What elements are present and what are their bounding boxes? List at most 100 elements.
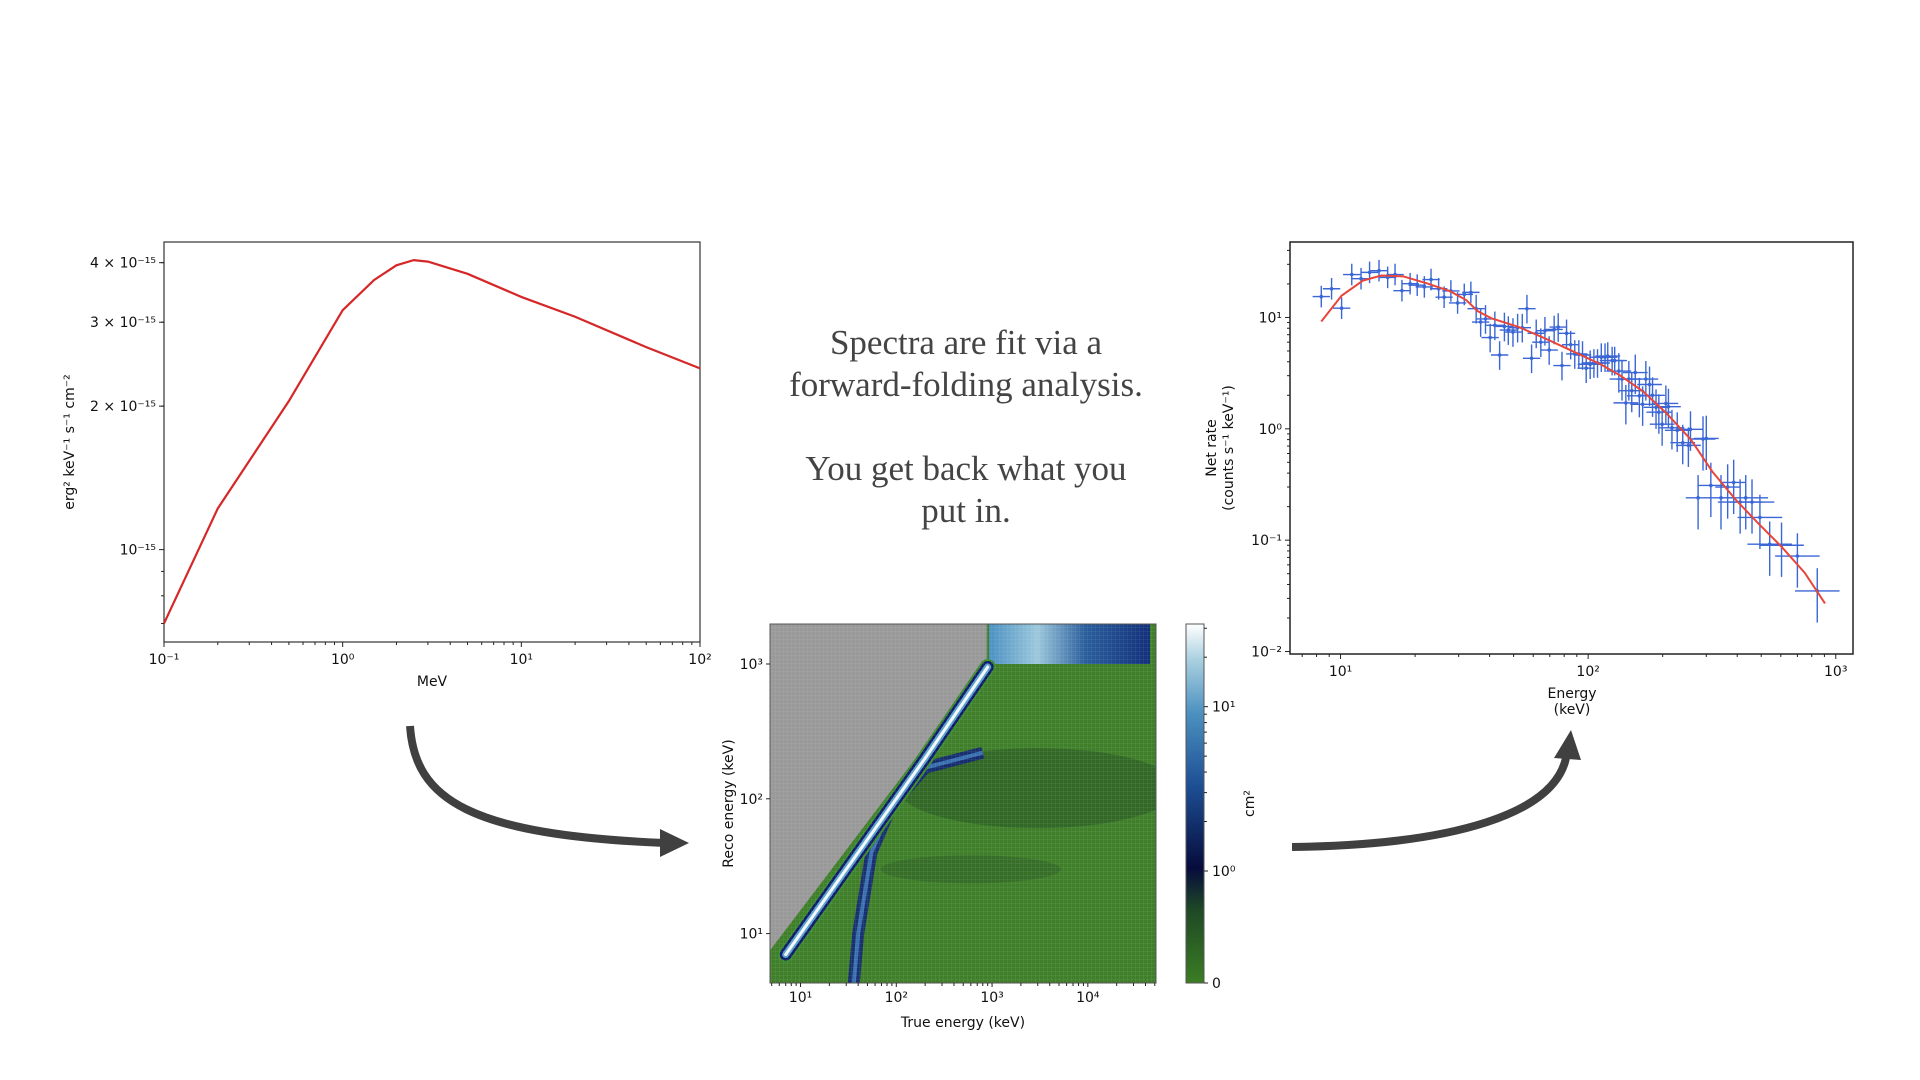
data-marker xyxy=(1552,327,1556,332)
data-marker xyxy=(1750,500,1754,504)
y-tick-label: 3 × 10⁻¹⁵ xyxy=(90,315,156,331)
data-point xyxy=(1646,394,1672,434)
data-point xyxy=(1595,342,1621,371)
y-axis-label-line2: (counts s⁻¹ keV⁻¹) xyxy=(1221,385,1237,511)
data-marker xyxy=(1680,440,1685,445)
data-point xyxy=(1640,377,1665,417)
data-point xyxy=(1401,272,1419,295)
data-marker xyxy=(1483,317,1488,321)
data-marker xyxy=(1743,496,1748,500)
data-marker xyxy=(1719,496,1723,500)
caption-line: Spectra are fit via a xyxy=(829,323,1103,362)
y-tick-label: 10⁰ xyxy=(1259,422,1283,438)
y-tick-label: 10⁻¹⁵ xyxy=(120,543,156,559)
data-marker xyxy=(1415,283,1420,287)
data-point xyxy=(1698,462,1724,518)
data-marker xyxy=(1349,272,1354,277)
arrow-spectrum-to-matrix xyxy=(406,725,689,857)
y-tick-label: 10⁻¹ xyxy=(1251,533,1282,549)
data-marker xyxy=(1758,515,1762,520)
data-marker xyxy=(1664,401,1668,406)
colorbar-gradient xyxy=(1185,623,1205,984)
data-point xyxy=(1737,494,1783,550)
data-marker xyxy=(1462,292,1467,297)
x-tick-label: 10⁴ xyxy=(1076,990,1100,1006)
data-marker xyxy=(1525,306,1529,311)
data-marker xyxy=(1660,422,1664,427)
data-marker xyxy=(1688,427,1693,432)
data-marker xyxy=(1731,480,1736,485)
x-axis-label: True energy (keV) xyxy=(900,1015,1025,1031)
data-marker xyxy=(1469,290,1473,295)
y-axis-label-line1: Net rate xyxy=(1204,419,1220,476)
x-tick-label: 10¹ xyxy=(789,990,812,1006)
arrow-head-icon xyxy=(660,829,689,857)
data-marker xyxy=(1564,331,1569,336)
y-axis-label: Reco energy (keV) xyxy=(721,739,737,867)
data-marker xyxy=(1670,426,1674,430)
data-point xyxy=(1613,384,1639,425)
data-point xyxy=(1562,330,1580,360)
caption-line: forward-folding analysis. xyxy=(789,365,1143,404)
data-marker xyxy=(1497,353,1502,357)
y-tick-label: 10⁻² xyxy=(1251,645,1282,661)
data-point xyxy=(1312,285,1330,308)
model-spectrum-line xyxy=(163,258,701,624)
x-tick-label: 10¹ xyxy=(510,652,533,668)
x-tick-label: 10⁻¹ xyxy=(149,652,180,668)
data-marker xyxy=(1657,410,1661,414)
data-marker xyxy=(1478,320,1483,324)
data-point xyxy=(1536,316,1554,346)
data-point xyxy=(1495,312,1514,342)
data-marker xyxy=(1629,388,1634,393)
data-marker xyxy=(1339,306,1344,311)
data-point xyxy=(1649,406,1675,446)
data-point xyxy=(1685,475,1711,530)
data-point xyxy=(1408,274,1426,296)
arrow-shaft xyxy=(406,725,666,847)
plot-area xyxy=(1289,241,1854,655)
data-marker xyxy=(1359,276,1363,281)
arrow-matrix-to-counts xyxy=(1291,730,1581,851)
count-spectrum-chart: 10¹ 10² 10³ 10⁻² 10⁻¹ 10⁰ 10¹ Energy(keV) Net ra… xyxy=(1204,241,1854,718)
data-marker xyxy=(1584,366,1588,371)
data-marker xyxy=(1539,340,1543,344)
data-point xyxy=(1462,281,1480,304)
data-point xyxy=(1553,351,1571,381)
data-marker xyxy=(1377,268,1381,273)
heatmap-cells xyxy=(770,624,1156,983)
data-point xyxy=(1322,277,1341,300)
data-marker xyxy=(1367,270,1372,275)
data-point xyxy=(1532,328,1550,357)
data-marker xyxy=(1709,483,1713,488)
colorbar-tick-label: 0 xyxy=(1212,976,1221,992)
x-tick-label: 10² xyxy=(1576,664,1599,680)
data-marker xyxy=(1617,369,1621,373)
x-tick-label: 10³ xyxy=(980,990,1003,1006)
y-tick-label: 4 × 10⁻¹⁵ xyxy=(90,256,156,272)
data-point xyxy=(1630,386,1656,426)
data-point xyxy=(1557,319,1576,349)
data-point xyxy=(1622,354,1648,395)
colorbar-label: cm² xyxy=(1242,790,1258,817)
data-marker xyxy=(1605,354,1610,358)
colorbar-tick-label: 10⁰ xyxy=(1212,864,1236,880)
data-marker xyxy=(1640,402,1645,407)
x-axis-label-line1: Energy xyxy=(1547,686,1596,702)
data-marker xyxy=(1329,286,1334,291)
y-tick-label: 10³ xyxy=(740,657,763,673)
data-marker xyxy=(1529,356,1534,361)
x-tick-label: 10¹ xyxy=(1329,664,1352,680)
data-marker xyxy=(1488,335,1492,340)
data-point xyxy=(1545,315,1563,345)
data-marker xyxy=(1556,325,1561,329)
x-tick-label: 10³ xyxy=(1824,664,1847,680)
colorbar: 0 10⁰ 10¹ cm² xyxy=(1185,623,1258,992)
data-marker xyxy=(1644,377,1648,381)
x-tick-label: 10² xyxy=(885,990,908,1006)
caption-block: Spectra are fit via a forward-folding an… xyxy=(716,322,1216,532)
caption-line: You get back what you xyxy=(805,449,1127,488)
data-marker xyxy=(1568,342,1573,347)
data-point xyxy=(1518,294,1536,324)
data-marker xyxy=(1400,288,1404,293)
